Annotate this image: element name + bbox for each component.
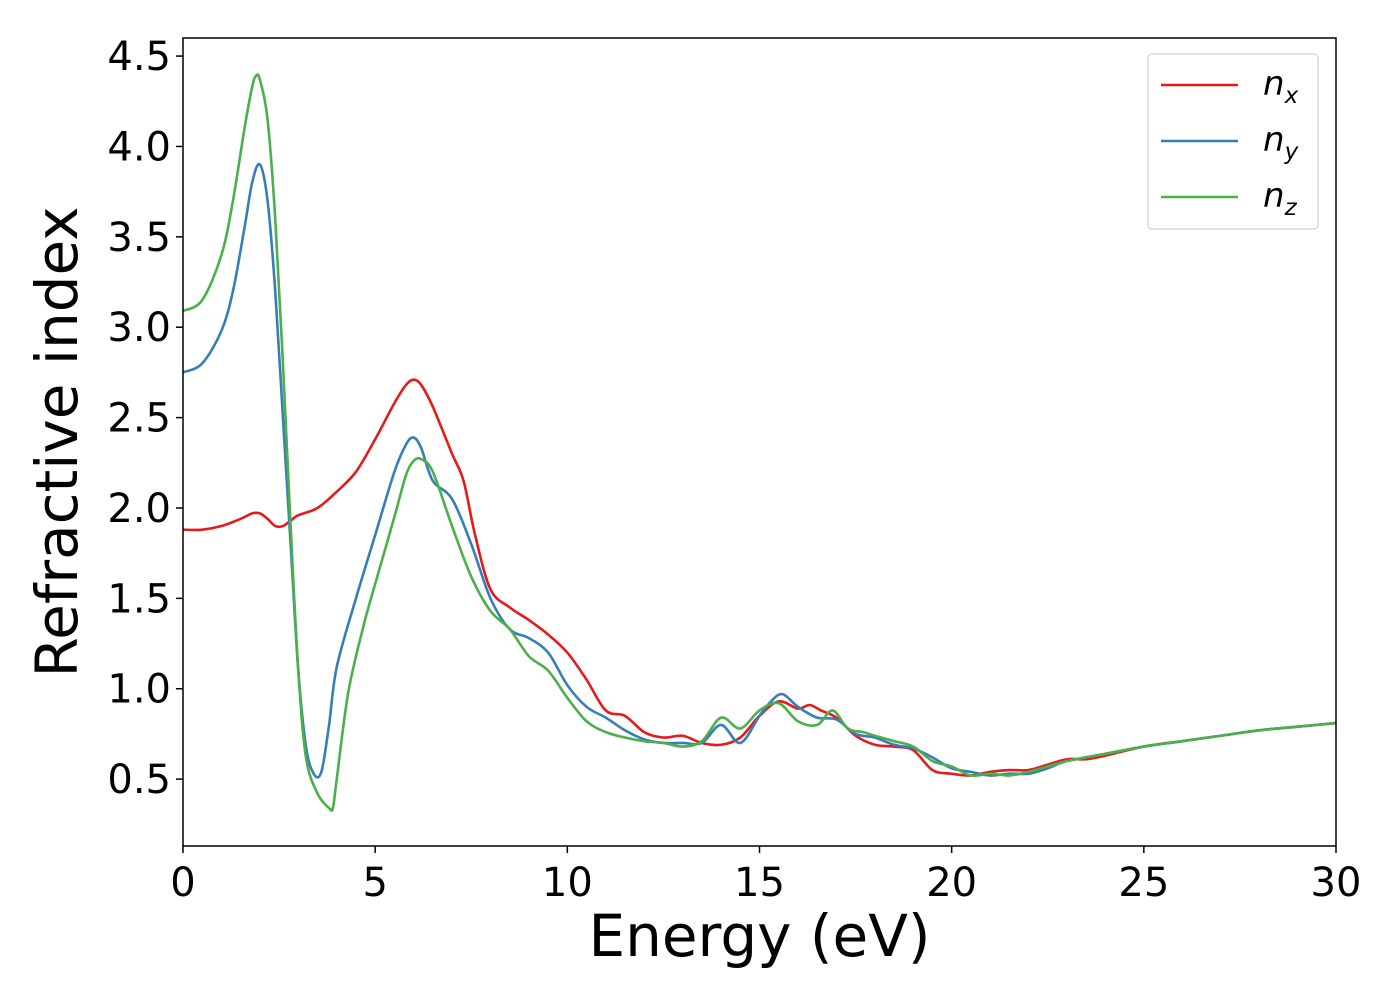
x-tick-label: 15 xyxy=(734,860,785,906)
x-axis-label: Energy (eV) xyxy=(588,902,930,970)
x-tick-label: 20 xyxy=(926,860,977,906)
y-tick-label: 3.5 xyxy=(107,215,171,261)
y-tick-label: 0.5 xyxy=(107,757,171,803)
legend-label-y: ny xyxy=(1263,120,1299,165)
y-tick-label: 3.0 xyxy=(107,305,171,351)
y-axis-label: Refractive index xyxy=(23,206,91,677)
x-tick-label: 30 xyxy=(1311,860,1362,906)
series-line-x xyxy=(183,378,1336,777)
series-layer xyxy=(183,73,1336,813)
series-line-z xyxy=(183,73,1336,813)
y-tick-label: 1.0 xyxy=(107,667,171,713)
x-tick-label: 0 xyxy=(170,860,195,906)
x-tick-label: 5 xyxy=(362,860,387,906)
y-tick-label: 2.0 xyxy=(107,486,171,532)
y-tick-label: 2.5 xyxy=(107,396,171,442)
x-axis: 0 5 10 15 20 25 30 xyxy=(170,846,1361,906)
y-tick-label: 1.5 xyxy=(107,576,171,622)
y-tick-label: 4.5 xyxy=(107,34,171,80)
x-tick-label: 10 xyxy=(542,860,593,906)
y-tick-label: 4.0 xyxy=(107,124,171,170)
legend-label-x: nx xyxy=(1263,64,1299,109)
x-tick-label: 25 xyxy=(1118,860,1169,906)
legend-label-z: nz xyxy=(1263,176,1298,221)
legend: nx ny nz xyxy=(1147,53,1319,230)
y-axis: 0.5 1.0 1.5 2.0 2.5 3.0 3.5 4.0 4.5 xyxy=(107,34,183,803)
